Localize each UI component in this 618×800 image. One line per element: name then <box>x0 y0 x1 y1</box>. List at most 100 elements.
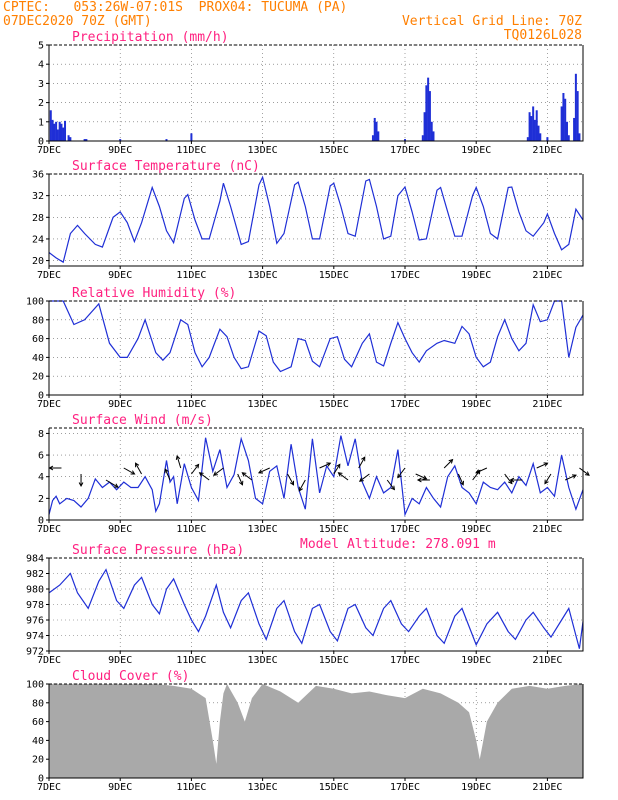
wind-vector-head <box>113 483 119 488</box>
wind-vector <box>415 473 427 480</box>
x-tick-label: 21DEC <box>532 655 562 666</box>
wind-vector <box>105 479 119 488</box>
wind-vector-head <box>544 479 549 485</box>
panel-title: Surface Pressure (hPa) <box>72 543 244 558</box>
wind-vector <box>176 455 182 469</box>
wind-vector <box>199 472 210 481</box>
x-tick-label: 9DEC <box>108 524 132 535</box>
x-tick-label: 7DEC <box>37 270 61 281</box>
x-tick-label: 21DEC <box>532 270 562 281</box>
precip-bar <box>578 133 581 141</box>
y-tick-label: 20 <box>32 755 44 766</box>
x-tick-label: 15DEC <box>319 655 349 666</box>
x-tick-label: 15DEC <box>319 270 349 281</box>
panel-frame <box>48 45 584 142</box>
wind-vector <box>397 467 406 478</box>
wind-vector <box>564 474 577 481</box>
precip-bar <box>560 106 563 141</box>
y-tick-label: 980 <box>26 585 44 596</box>
x-tick-label: 17DEC <box>390 782 420 793</box>
precip-bar <box>55 121 58 141</box>
wind-vector-head <box>213 471 218 476</box>
header-grid-note: Vertical Grid Line: 70Z <box>401 14 582 29</box>
wind-vector-head <box>298 486 303 492</box>
x-tick-label: 13DEC <box>248 145 278 156</box>
panel-title: Surface Wind (m/s) <box>72 413 213 428</box>
precip-bar <box>58 121 61 141</box>
y-tick-label: 100 <box>26 297 44 308</box>
press-panel: 972 974 976 978 980 982 984 7DEC 9DEC 11DEC 13DEC 1… <box>26 543 584 666</box>
wind-vector-head <box>164 468 169 474</box>
y-tick-label: 0 <box>38 516 44 527</box>
x-tick-label: 11DEC <box>176 145 206 156</box>
y-tick-label: 978 <box>26 600 44 611</box>
wind-vector-head <box>326 462 332 467</box>
panel-frame <box>48 174 584 267</box>
wind-vector-head <box>459 480 465 486</box>
wind-vector <box>123 467 135 475</box>
y-tick-label: 60 <box>32 717 44 728</box>
precip-bar <box>526 137 529 141</box>
y-tick-label: 0 <box>38 137 44 148</box>
precip-bar <box>573 117 576 141</box>
precip-bar <box>427 77 430 141</box>
x-tick-label: 13DEC <box>248 524 278 535</box>
x-tick-label: 19DEC <box>461 524 491 535</box>
wind-vector <box>237 473 243 486</box>
wind-panel: 0 2 4 6 8 7DEC 9DEC 11DEC 13DEC 15DEC 17DEC 19DEC 21… <box>37 413 590 535</box>
panel-title: Cloud Cover (%) <box>72 669 189 684</box>
precip-bar <box>371 135 374 141</box>
wind-vector <box>298 479 306 492</box>
y-tick-label: 40 <box>32 736 44 747</box>
y-tick-label: 0 <box>38 774 44 785</box>
temp-line <box>48 175 584 264</box>
x-tick-label: 17DEC <box>390 145 420 156</box>
wind-vector-head <box>194 463 200 469</box>
x-tick-label: 15DEC <box>319 524 349 535</box>
x-tick-label: 9DEC <box>108 270 132 281</box>
x-tick-label: 21DEC <box>532 524 562 535</box>
wind-vector-head <box>448 458 454 464</box>
wind-vector <box>190 464 200 475</box>
wind-vector-head <box>397 473 402 479</box>
precip-bar <box>539 133 542 141</box>
precip-bar <box>432 131 435 141</box>
cloud-panel: 0 20 40 60 80 100 7DEC 9DEC 11DEC 13DEC 15DEC 17DEC… <box>26 669 584 793</box>
precip-bar <box>574 73 577 141</box>
precip-bar <box>49 110 52 141</box>
y-tick-label: 24 <box>32 234 44 245</box>
x-tick-label: 19DEC <box>461 399 491 410</box>
panel-frame <box>48 428 584 521</box>
wind-vector <box>386 479 395 490</box>
x-tick-label: 21DEC <box>532 399 562 410</box>
wind-vector <box>579 467 590 476</box>
x-tick-label: 13DEC <box>248 655 278 666</box>
wind-vector <box>536 462 548 469</box>
x-tick-label: 9DEC <box>108 655 132 666</box>
y-tick-label: 8 <box>38 429 44 440</box>
x-tick-label: 21DEC <box>532 145 562 156</box>
y-tick-label: 40 <box>32 353 44 364</box>
panel-title: Surface Temperature (nC) <box>72 159 260 174</box>
x-tick-label: 17DEC <box>390 270 420 281</box>
wind-vector-head <box>130 470 136 475</box>
wind-vector <box>358 456 366 469</box>
wind-vector <box>475 467 488 474</box>
wind-vector-head <box>571 474 577 479</box>
precip-bar <box>537 125 540 141</box>
wind-vector-head <box>337 472 343 477</box>
x-tick-label: 15DEC <box>319 399 349 410</box>
x-tick-label: 19DEC <box>461 782 491 793</box>
y-tick-label: 4 <box>38 60 44 71</box>
precip-bar <box>404 139 406 141</box>
header-line-1: CPTEC: 053:26W-07:01S PROX04: TUCUMA (PA… <box>3 0 348 15</box>
wind-vector-head <box>238 480 244 486</box>
precip-bar <box>56 129 59 141</box>
y-tick-label: 32 <box>32 191 44 202</box>
precip-bar <box>564 98 567 141</box>
header-model-code: TQ0126L028 <box>503 28 582 43</box>
cloud-area <box>49 684 583 778</box>
precip-bar <box>425 85 428 141</box>
x-tick-label: 11DEC <box>176 782 206 793</box>
y-tick-label: 60 <box>32 334 44 345</box>
